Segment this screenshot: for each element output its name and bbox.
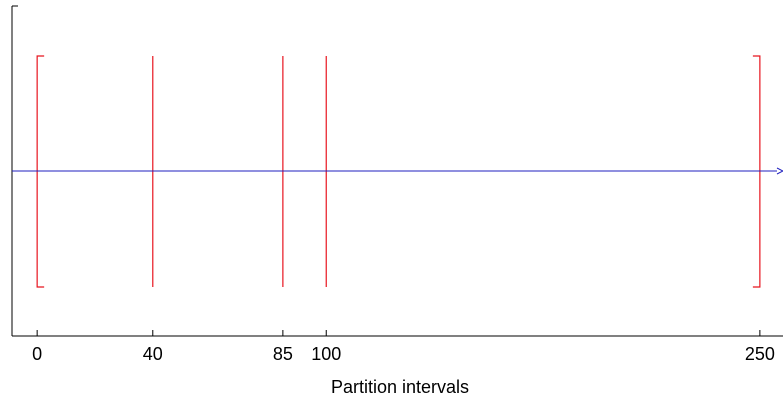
x-tick-label-40: 40 <box>143 344 163 364</box>
x-tick-label-250: 250 <box>745 344 775 364</box>
x-tick-label-85: 85 <box>273 344 293 364</box>
x-ticks <box>36 330 761 336</box>
x-tick-label-100: 100 <box>311 344 341 364</box>
x-tick-label-0: 0 <box>32 344 42 364</box>
x-axis-label: Partition intervals <box>331 377 469 397</box>
number-line <box>12 167 783 175</box>
arrow-head-icon <box>776 167 783 175</box>
x-tick-labels: 0 40 85 100 250 <box>32 344 775 364</box>
